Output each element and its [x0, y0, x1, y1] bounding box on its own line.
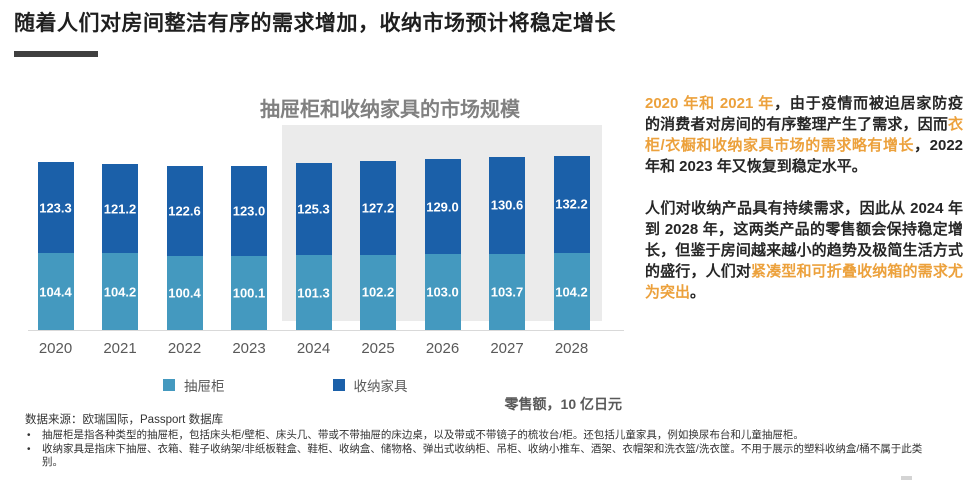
chart-title: 抽屉柜和收纳家具的市场规模 [260, 99, 520, 121]
bar-segment-抽屉柜-2028 [553, 253, 590, 330]
highlighted-text: 紧凑型和可折叠收纳箱的需求尤为突出 [645, 263, 963, 301]
x-axis-tick-label: 2025 [361, 340, 395, 357]
bar-value-label: 129.0 [426, 199, 459, 215]
bar-segment-抽屉柜-2020 [37, 253, 74, 330]
bar-value-label: 127.2 [361, 200, 395, 216]
bar-value-label: 125.3 [297, 201, 330, 217]
bar-value-label: 121.2 [103, 201, 137, 217]
bar-segment-抽屉柜-2026 [424, 254, 461, 330]
axis-unit-label: 零售额，10 亿日元 [504, 396, 622, 412]
footnote-list: 抽屉柜是指各种类型的抽屉柜，包括床头柜/壁柜、床头几、带或不带抽屉的床边桌，以及… [25, 429, 940, 469]
bar-value-label: 104.2 [555, 284, 588, 300]
commentary-panel: 2020 年和 2021 年，由于疫情而被迫居家防疫的消费者对房间的有序整理产生… [645, 93, 963, 303]
bar-segment-收纳家具-2024 [295, 162, 332, 256]
legend-label: 抽屉柜 [184, 379, 225, 394]
highlighted-text: 2020 年和 2021 年 [645, 95, 775, 112]
body-text: 。 [690, 284, 706, 301]
bar-value-label: 130.6 [490, 197, 524, 213]
x-axis-line [28, 330, 624, 331]
footnotes: 数据来源：欧瑞国际，Passport 数据库 抽屉柜是指各种类型的抽屉柜，包括床… [25, 411, 940, 469]
bar-segment-抽屉柜-2021 [102, 253, 138, 330]
x-axis-tick-label: 2024 [296, 340, 331, 357]
bar-segment-收纳家具-2021 [102, 163, 138, 254]
bar-value-label: 122.6 [168, 203, 201, 219]
x-axis-tick-label: 2021 [103, 340, 137, 357]
legend-label: 收纳家具 [353, 379, 408, 394]
x-axis-tick-label: 2026 [425, 340, 460, 357]
bar-segment-收纳家具-2020 [37, 162, 74, 254]
bar-segment-收纳家具-2027 [489, 157, 525, 254]
footnote-item: 抽屉柜是指各种类型的抽屉柜，包括床头柜/壁柜、床头几、带或不带抽屉的床边桌，以及… [25, 429, 940, 442]
body-text: 人们对收纳产品具有持续需求，因此从 2024 年到 2028 年，这两类产品的零… [645, 200, 963, 280]
highlighted-text: 衣柜/衣橱和收纳家具市场的需求略有增长 [645, 116, 963, 154]
bar-value-label: 123.0 [232, 203, 266, 219]
legend-item-抽屉柜: 抽屉柜 [163, 375, 225, 395]
x-axis-tick-label: 2027 [490, 340, 524, 357]
bar-segment-抽屉柜-2027 [489, 253, 525, 330]
bar-value-label: 100.1 [232, 285, 266, 301]
legend-item-收纳家具: 收纳家具 [332, 375, 408, 395]
page-marker [901, 476, 912, 480]
data-source-line: 数据来源：欧瑞国际，Passport 数据库 [25, 414, 224, 426]
market-size-chart: 抽屉柜和收纳家具的市场规模 104.4 123.3 104.2 121.2 100.4 1… [20, 88, 632, 418]
bar-segment-收纳家具-2028 [553, 155, 590, 254]
bar-segment-抽屉柜-2023 [231, 256, 267, 330]
bar-value-label: 101.3 [297, 285, 330, 301]
bar-segment-收纳家具-2026 [424, 159, 461, 255]
bar-segment-收纳家具-2025 [360, 160, 396, 255]
x-axis-tick-label: 2028 [554, 340, 589, 357]
bar-value-label: 103.0 [426, 284, 459, 300]
chart-legend: 抽屉柜 收纳家具 [163, 375, 408, 395]
bar-segment-收纳家具-2022 [166, 165, 203, 256]
title-underline [14, 51, 98, 57]
bar-value-label: 104.4 [39, 284, 72, 300]
bar-value-label: 100.4 [168, 285, 201, 301]
bar-segment-收纳家具-2023 [231, 165, 267, 257]
x-axis-tick-label: 2022 [167, 340, 202, 357]
bar-value-label: 132.2 [555, 196, 588, 212]
body-text: ，2022 年和 2023 年又恢复到稳定水平。 [645, 137, 963, 175]
bar-segment-抽屉柜-2025 [360, 254, 396, 330]
commentary-paragraph-2: 人们对收纳产品具有持续需求，因此从 2024 年到 2028 年，这两类产品的零… [645, 198, 963, 303]
bar-value-label: 103.7 [490, 284, 524, 300]
legend-swatch-icon [332, 379, 345, 391]
body-text: ，由于疫情而被迫居家防疫的消费者对房间的有序整理产生了需求，因而 [645, 95, 963, 133]
commentary-paragraph-1: 2020 年和 2021 年，由于疫情而被迫居家防疫的消费者对房间的有序整理产生… [645, 93, 963, 177]
page-title: 随着人们对房间整洁有序的需求增加，收纳市场预计将稳定增长 [14, 12, 616, 35]
bar-segment-抽屉柜-2024 [295, 255, 332, 330]
bar-value-label: 123.3 [39, 200, 72, 216]
bar-value-label: 104.2 [103, 284, 137, 300]
bar-value-label: 102.2 [361, 284, 395, 300]
bar-segment-抽屉柜-2022 [166, 256, 203, 330]
legend-swatch-icon [163, 379, 175, 391]
x-axis-tick-label: 2023 [232, 340, 266, 357]
footnote-item: 收纳家具是指床下抽屉、衣箱、鞋子收纳架/非纸板鞋盒、鞋柜、收纳盒、储物格、弹出式… [25, 443, 940, 469]
x-axis-tick-label: 2020 [38, 340, 73, 357]
